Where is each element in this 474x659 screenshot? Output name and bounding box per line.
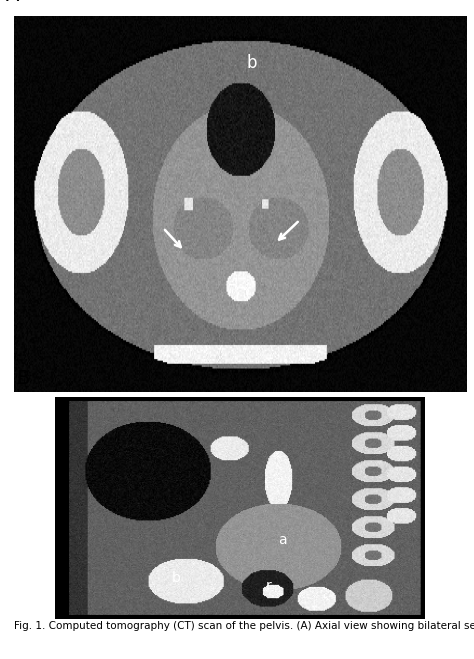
Text: Fig. 1. Computed tomography (CT) scan of the pelvis. (A) Axial view showing bila: Fig. 1. Computed tomography (CT) scan of… — [14, 621, 474, 631]
Text: b: b — [246, 55, 256, 72]
Text: r: r — [266, 579, 272, 593]
Text: A: A — [6, 0, 19, 5]
Text: B: B — [17, 369, 30, 388]
Text: b: b — [172, 571, 181, 585]
Text: a: a — [279, 532, 287, 547]
